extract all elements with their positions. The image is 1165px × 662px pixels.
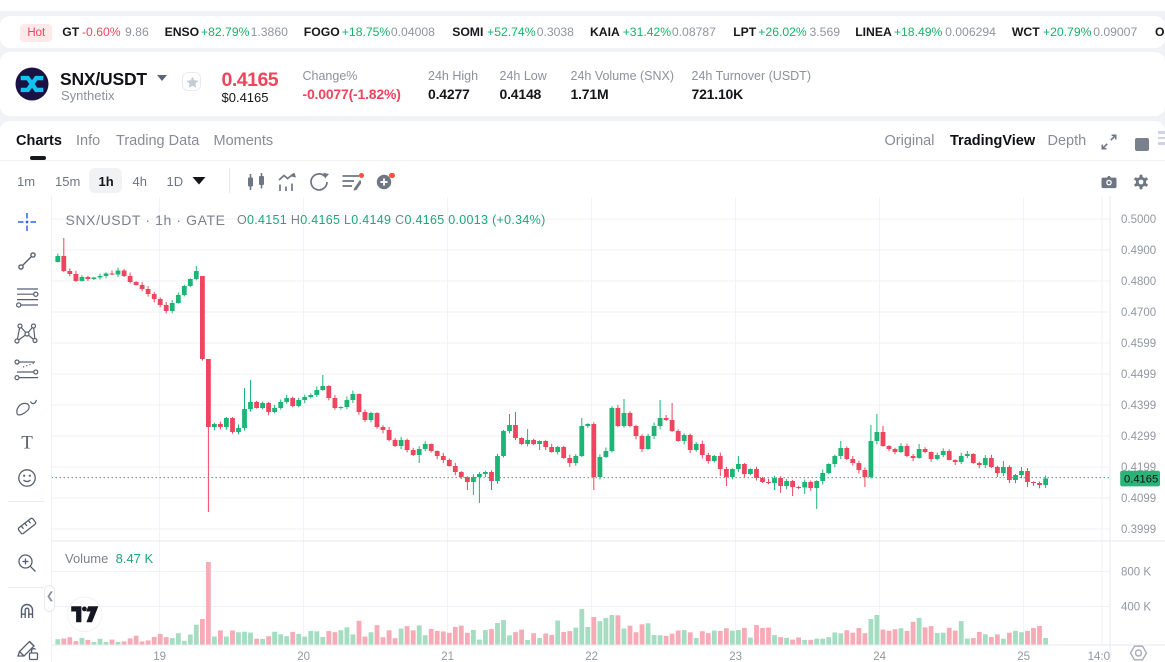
svg-text:0.4399: 0.4399 [1121,400,1156,412]
svg-text:22: 22 [585,651,598,662]
svg-text:19: 19 [153,651,166,662]
svg-text:0.4099: 0.4099 [1121,493,1156,505]
svg-text:0.5000: 0.5000 [1121,214,1156,226]
svg-text:0.4900: 0.4900 [1121,245,1156,257]
svg-text:25: 25 [1017,651,1030,662]
svg-text:0.4499: 0.4499 [1121,369,1156,381]
svg-text:23: 23 [729,651,742,662]
svg-text:0.4700: 0.4700 [1121,307,1156,319]
svg-text:24: 24 [873,651,886,662]
svg-text:400 K: 400 K [1121,602,1151,614]
svg-text:T: T [21,432,33,453]
svg-text:0.4800: 0.4800 [1121,276,1156,288]
svg-text:800 K: 800 K [1121,567,1151,579]
svg-text:0.3999: 0.3999 [1121,524,1156,536]
svg-text:21: 21 [441,651,454,662]
svg-text:0.4165: 0.4165 [1124,474,1158,486]
svg-text:0.4599: 0.4599 [1121,338,1156,350]
svg-text:20: 20 [297,651,310,662]
svg-text:0.4299: 0.4299 [1121,431,1156,443]
svg-text:14:00: 14:00 [1088,651,1117,662]
